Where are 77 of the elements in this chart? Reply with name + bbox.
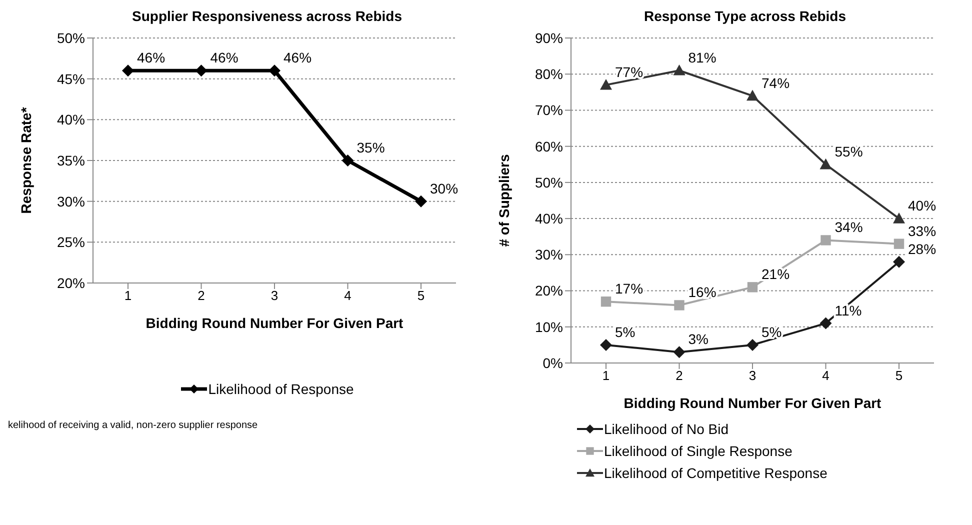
- y-tick-label: 40%: [56, 112, 85, 128]
- point: [673, 346, 686, 358]
- x-tick-label: 3: [270, 288, 278, 304]
- point: [195, 64, 208, 77]
- chart-title: Response Type across Rebids: [642, 8, 848, 26]
- y-tick-label: 80%: [534, 66, 563, 82]
- point: [747, 282, 758, 292]
- y-tick-label: 20%: [56, 274, 85, 291]
- x-tick-label: 1: [602, 368, 610, 384]
- point: [342, 154, 354, 166]
- data-label: 46%: [210, 50, 238, 66]
- data-label: 5%: [615, 324, 636, 340]
- y-axis-title: # of Suppliers: [496, 154, 512, 247]
- y-tick-label: 50%: [56, 30, 85, 46]
- y-tick-label: 40%: [534, 210, 563, 227]
- data-label: 30%: [430, 180, 458, 196]
- y-tick-label: 60%: [534, 138, 563, 154]
- y-tick-label: 35%: [56, 152, 85, 168]
- y-tick-label: 70%: [534, 102, 563, 118]
- y-tick-label: 25%: [56, 234, 85, 250]
- data-label: 34%: [834, 219, 863, 236]
- data-label: 28%: [908, 240, 936, 257]
- point: [746, 338, 758, 351]
- y-tick-label: 30%: [56, 193, 85, 210]
- point: [820, 317, 832, 330]
- data-label: 55%: [834, 143, 863, 160]
- data-label: 35%: [356, 140, 385, 156]
- data-label: 21%: [762, 266, 790, 282]
- data-label: 46%: [284, 50, 312, 66]
- chart-title: Supplier Responsiveness across Rebids: [131, 8, 403, 26]
- y-axis-title: Response Rate*: [18, 106, 34, 214]
- legend-label: Likelihood of Single Response: [604, 443, 792, 459]
- data-label: 46%: [137, 50, 166, 66]
- y-tick-label: 30%: [534, 246, 563, 263]
- point: [894, 238, 904, 249]
- y-tick-label: 50%: [534, 174, 563, 190]
- data-label: 81%: [688, 50, 716, 66]
- data-label: 77%: [615, 64, 644, 80]
- y-tick-label: 45%: [56, 70, 85, 87]
- point: [600, 338, 612, 351]
- point: [415, 195, 427, 208]
- x-tick-label: 4: [344, 288, 352, 304]
- data-label: 16%: [688, 284, 716, 300]
- y-tick-label: 20%: [534, 282, 563, 299]
- x-tick-label: 4: [822, 368, 830, 384]
- x-tick-label: 2: [198, 288, 205, 304]
- point: [746, 90, 758, 101]
- text: kelihood of receiving a valid, non-zero supplier response: [8, 420, 259, 431]
- x-axis-title: Bidding Round Number For Given Part: [624, 395, 882, 411]
- x-tick-label: 5: [417, 288, 425, 304]
- x-axis-title: Bidding Round Number For Given Part: [146, 315, 404, 331]
- point: [893, 212, 905, 224]
- legend-label: Likelihood of Competitive Response: [604, 465, 828, 481]
- point: [600, 296, 612, 307]
- point: [673, 64, 686, 76]
- data-label: 74%: [762, 74, 790, 91]
- data-label: 33%: [908, 222, 936, 239]
- x-tick-label: 1: [124, 288, 132, 304]
- y-tick-label: 10%: [534, 318, 563, 335]
- x-tick-label: 5: [895, 368, 903, 384]
- data-label: 5%: [762, 324, 782, 340]
- data-label: 40%: [908, 198, 936, 214]
- point: [893, 256, 905, 268]
- data-label: 17%: [615, 280, 644, 297]
- y-tick-label: 0%: [542, 354, 563, 371]
- x-tick-label: 3: [748, 368, 756, 384]
- y-tick-label: 90%: [534, 30, 563, 46]
- point: [268, 64, 280, 77]
- legend-label: Likelihood of No Bid: [604, 421, 729, 437]
- data-label: 3%: [688, 331, 708, 348]
- point: [122, 64, 134, 77]
- point: [674, 300, 684, 310]
- legend-label: Likelihood of Response: [208, 381, 354, 397]
- point: [600, 78, 612, 90]
- point: [820, 158, 832, 170]
- point: [820, 235, 831, 246]
- x-tick-label: 2: [676, 368, 683, 384]
